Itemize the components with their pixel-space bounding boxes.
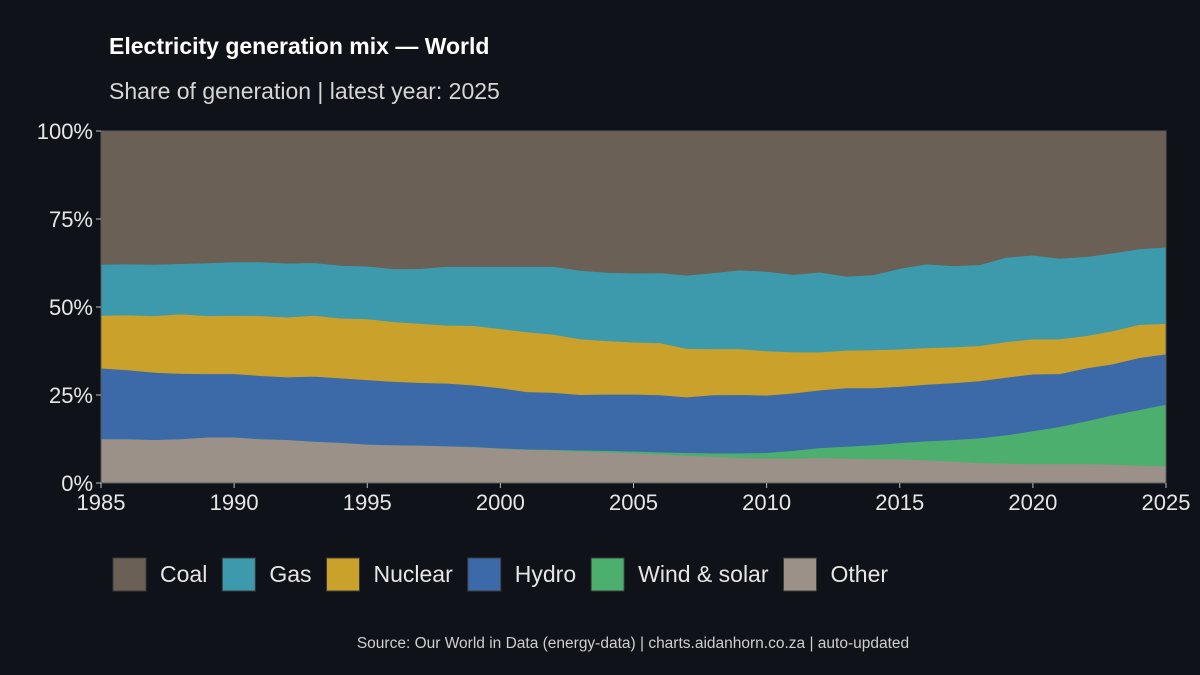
x-tick-label: 1985 <box>77 490 126 515</box>
legend-swatch <box>112 557 147 592</box>
legend-label: Other <box>831 561 889 587</box>
x-tick-label: 2010 <box>742 490 791 515</box>
y-tick-label: 100% <box>37 119 93 144</box>
legend-item-hydro: Hydro <box>467 557 576 592</box>
legend-swatch <box>590 557 625 592</box>
area-coal <box>100 130 1167 277</box>
legend-label: Coal <box>160 561 207 587</box>
chart-caption: Source: Our World in Data (energy-data) … <box>357 635 909 652</box>
legend-item-wind-solar: Wind & solar <box>590 557 769 592</box>
legend-label: Hydro <box>515 561 576 587</box>
legend-item-coal: Coal <box>112 557 207 592</box>
plot-area <box>100 130 1167 484</box>
legend-item-gas: Gas <box>221 557 312 592</box>
legend-label: Wind & solar <box>638 561 769 587</box>
x-tick-label: 2000 <box>476 490 525 515</box>
legend-item-other: Other <box>783 557 889 592</box>
legend-swatch <box>221 557 256 592</box>
y-tick-label: 75% <box>49 207 93 232</box>
chart-title: Electricity generation mix — World <box>109 33 489 59</box>
legend-label: Nuclear <box>374 561 454 587</box>
y-tick-label: 0% <box>61 471 93 496</box>
legend: Coal Gas Nuclear Hydro Wind & solar Other <box>112 557 889 592</box>
legend-swatch <box>783 557 817 592</box>
legend-swatch <box>467 557 502 592</box>
y-tick-label: 25% <box>49 383 93 408</box>
legend-item-nuclear: Nuclear <box>326 557 454 592</box>
x-tick-label: 1990 <box>210 490 259 515</box>
y-tick-label: 50% <box>49 295 93 320</box>
x-tick-label: 2005 <box>609 490 658 515</box>
x-tick-label: 1995 <box>343 490 392 515</box>
x-axis: 1985 1990 1995 2000 2005 2010 2015 2020 2025 <box>77 483 1191 515</box>
x-tick-label: 2025 <box>1142 490 1191 515</box>
x-tick-label: 2015 <box>875 490 924 515</box>
legend-label: Gas <box>269 561 311 587</box>
y-axis: 0% 25% 50% 75% 100% <box>37 119 101 496</box>
legend-swatch <box>326 557 360 592</box>
chart-subtitle: Share of generation | latest year: 2025 <box>109 78 500 104</box>
x-tick-label: 2020 <box>1008 490 1057 515</box>
